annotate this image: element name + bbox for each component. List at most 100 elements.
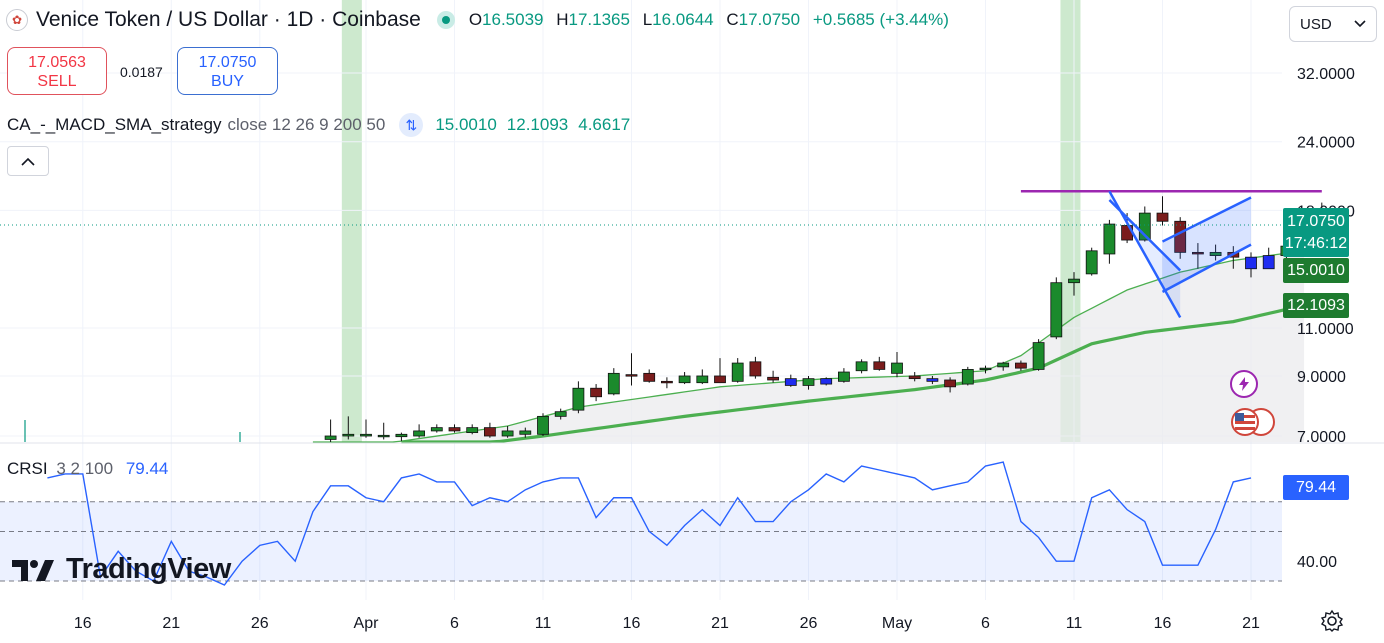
time-tick-label: Apr	[354, 615, 380, 632]
candle	[430, 424, 443, 433]
candle-body	[430, 427, 443, 432]
candle	[324, 419, 337, 442]
venice-coin-icon: ✿	[6, 9, 28, 31]
ohlc-values: O16.5039 H17.1365 L16.0644 C17.0750 +0.5…	[469, 10, 949, 30]
symbol-title[interactable]: Venice Token / US Dollar · 1D · Coinbase	[36, 8, 421, 31]
candle	[1262, 247, 1275, 270]
candle	[678, 372, 691, 385]
candle-body	[1032, 342, 1045, 370]
candle	[997, 361, 1010, 371]
candle-body	[661, 380, 673, 384]
candle	[749, 356, 762, 379]
time-tick-label: 21	[711, 615, 729, 632]
buy-button[interactable]: 17.0750 BUY	[177, 47, 278, 95]
crsi-polyline	[47, 461, 1252, 586]
candle-body	[590, 387, 602, 398]
candle	[342, 416, 355, 440]
candle-body	[1192, 251, 1204, 255]
candle-body	[413, 430, 426, 437]
change-value: +0.5685 (+3.44%)	[812, 10, 949, 29]
high-key: H	[556, 10, 569, 29]
settings-gear-icon[interactable]	[1320, 609, 1344, 633]
candle	[696, 369, 709, 385]
candle-body	[767, 376, 779, 381]
open-key: O	[468, 10, 483, 29]
flag-channel-fill	[1162, 197, 1251, 292]
price-tick-label: 7.0000	[1297, 429, 1346, 446]
flag-line-1	[1161, 196, 1252, 243]
candle	[767, 370, 779, 383]
low-value: 16.0644	[652, 10, 714, 29]
chevron-down-icon	[1354, 20, 1366, 28]
crsi-tag: 79.44	[1283, 475, 1349, 500]
candle	[1103, 219, 1116, 264]
candle-body	[554, 411, 567, 417]
candle	[1050, 277, 1063, 340]
candle	[590, 384, 602, 402]
candle-body	[997, 362, 1010, 368]
candle-body	[1245, 256, 1257, 270]
currency-select[interactable]: USD	[1289, 6, 1377, 42]
candle	[483, 422, 496, 438]
currency-label: USD	[1300, 15, 1332, 33]
candle-body	[1085, 250, 1098, 275]
time-tick-label: 6	[450, 615, 459, 632]
chart-header: ✿ Venice Token / US Dollar · 1D · Coinba…	[6, 8, 949, 32]
crsi-tick-label: 40.00	[1297, 554, 1337, 571]
candle-body	[891, 362, 903, 374]
candle	[820, 377, 833, 386]
candle	[1068, 272, 1080, 296]
market-status-icon[interactable]	[436, 11, 455, 29]
time-tick-label: 6	[981, 615, 990, 632]
candle-body	[784, 378, 797, 386]
candle	[926, 375, 939, 385]
crsi-name: CRSI	[7, 459, 48, 478]
lightning-icon[interactable]	[1230, 370, 1258, 398]
candle	[519, 427, 532, 438]
candle	[377, 422, 390, 440]
candle-body	[1156, 212, 1169, 222]
us-flag-events-icon[interactable]	[1230, 407, 1278, 437]
candle	[1192, 243, 1204, 269]
candle-body	[395, 433, 408, 438]
candle-body	[979, 367, 992, 371]
price-tick-label: 32.0000	[1297, 66, 1355, 83]
close-value: 17.0750	[738, 10, 801, 29]
candle-body	[1209, 251, 1222, 256]
ma-slow-line	[401, 303, 1305, 444]
indicator-value-3: 4.6617	[578, 115, 631, 134]
candle-body	[324, 435, 337, 440]
candle-body	[731, 362, 744, 382]
sell-label: SELL	[37, 73, 77, 90]
candle	[607, 368, 620, 396]
time-tick-label: 16	[623, 615, 641, 632]
candle	[731, 358, 744, 383]
indicator-legend[interactable]: CA_-_MACD_SMA_strategy close 12 26 9 200…	[7, 113, 630, 137]
candle	[802, 375, 815, 390]
candle	[944, 377, 956, 393]
sell-button[interactable]: 17.0563 SELL	[7, 47, 107, 95]
candle-body	[908, 375, 921, 380]
price-tick-label: 11.0000	[1297, 321, 1354, 338]
time-tick-label: 16	[1154, 615, 1172, 632]
candle-body	[572, 387, 585, 411]
candle	[661, 377, 673, 389]
candle-body	[1103, 223, 1116, 255]
collapse-legend-button[interactable]	[7, 146, 49, 176]
price-tick-label: 24.0000	[1297, 135, 1355, 152]
flag-pattern-drawing	[1020, 190, 1322, 319]
candle	[1032, 339, 1045, 371]
candle	[784, 374, 797, 387]
candle-body	[873, 361, 886, 370]
tradingview-logo[interactable]: TradingView	[12, 553, 231, 586]
candle-body	[625, 374, 638, 377]
time-tick-label: 26	[800, 615, 818, 632]
crsi-legend[interactable]: CRSI 3 2 100 79.44	[7, 459, 168, 479]
time-tick-label: 11	[1066, 615, 1083, 632]
candle	[625, 353, 638, 386]
candle-body	[466, 427, 479, 434]
candle-body	[1138, 212, 1151, 241]
indicator-params: close 12 26 9 200 50	[227, 115, 386, 134]
arrows-icon[interactable]: ⇅	[399, 113, 424, 137]
